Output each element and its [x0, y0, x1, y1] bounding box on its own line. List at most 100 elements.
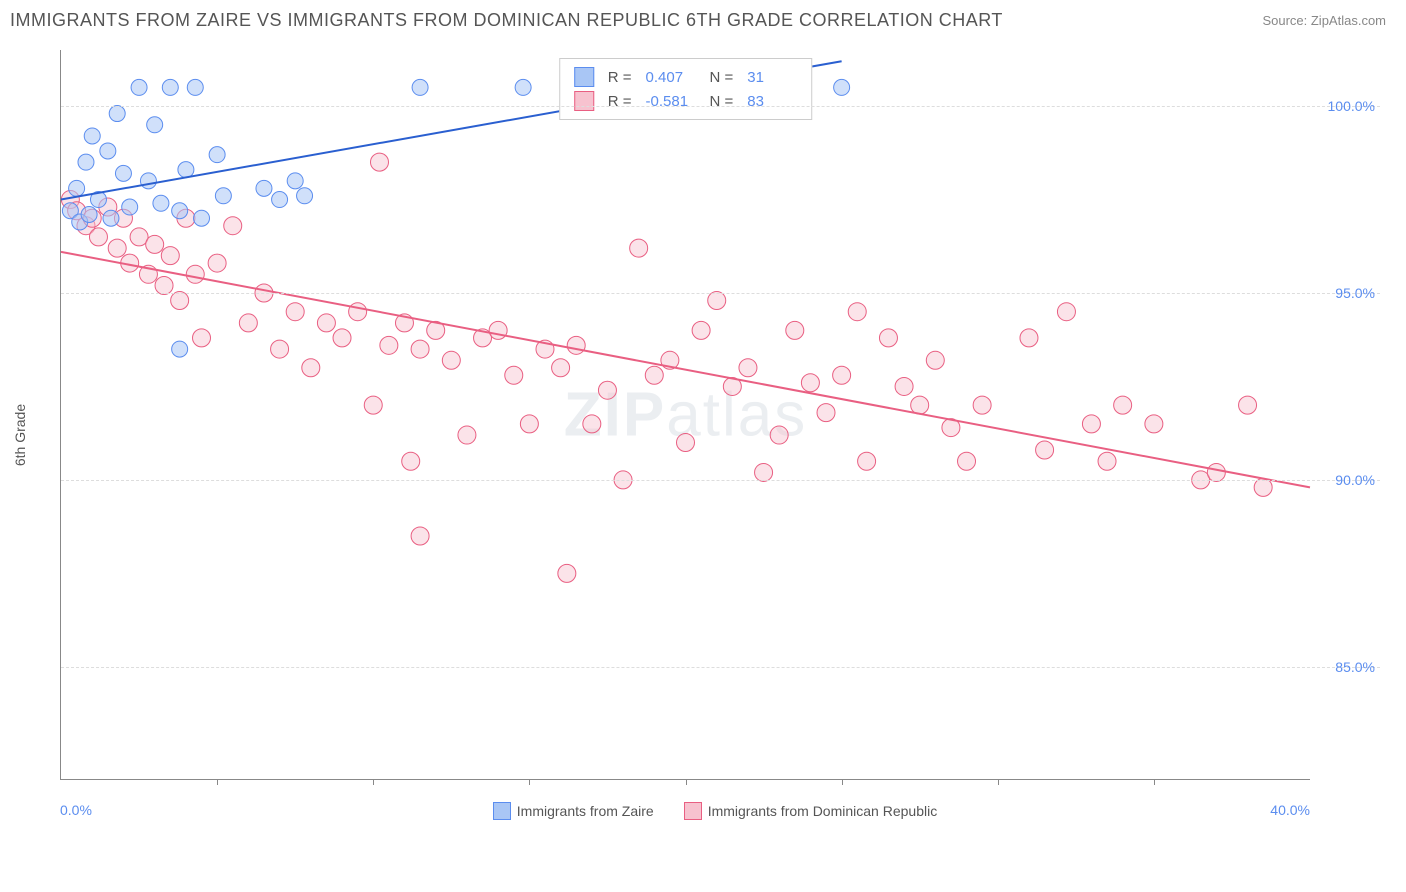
chart-container: 6th Grade ZIPatlas R =0.407N =31R =-0.58…: [50, 50, 1380, 820]
scatter-point-dominican: [193, 329, 211, 347]
scatter-point-zaire: [78, 154, 94, 170]
y-tick-label: 85.0%: [1335, 659, 1375, 675]
scatter-point-zaire: [103, 210, 119, 226]
y-tick-label: 90.0%: [1335, 472, 1375, 488]
scatter-point-zaire: [131, 79, 147, 95]
scatter-point-dominican: [349, 303, 367, 321]
scatter-point-dominican: [786, 321, 804, 339]
scatter-point-dominican: [364, 396, 382, 414]
scatter-point-dominican: [1114, 396, 1132, 414]
scatter-point-zaire: [412, 79, 428, 95]
stats-row: R =0.407N =31: [574, 65, 798, 89]
scatter-point-dominican: [302, 359, 320, 377]
stats-legend-box: R =0.407N =31R =-0.581N =83: [559, 58, 813, 120]
scatter-point-dominican: [817, 404, 835, 422]
y-tick-label: 100.0%: [1328, 98, 1375, 114]
scatter-point-dominican: [286, 303, 304, 321]
scatter-point-dominican: [239, 314, 257, 332]
scatter-point-dominican: [1254, 478, 1272, 496]
r-value: 0.407: [646, 69, 696, 86]
scatter-point-zaire: [115, 165, 131, 181]
legend-item-zaire: Immigrants from Zaire: [493, 802, 654, 820]
legend-swatch: [493, 802, 511, 820]
scatter-point-dominican: [333, 329, 351, 347]
n-label: N =: [710, 69, 734, 86]
x-tick: [529, 779, 530, 785]
scatter-point-dominican: [1098, 452, 1116, 470]
scatter-point-zaire: [162, 79, 178, 95]
scatter-point-dominican: [879, 329, 897, 347]
scatter-point-zaire: [194, 210, 210, 226]
scatter-point-zaire: [140, 173, 156, 189]
scatter-point-dominican: [833, 366, 851, 384]
scatter-point-dominican: [755, 463, 773, 481]
scatter-svg: [61, 50, 1310, 779]
scatter-point-zaire: [515, 79, 531, 95]
scatter-point-dominican: [442, 351, 460, 369]
trend-line-dominican: [61, 252, 1310, 488]
scatter-point-zaire: [172, 203, 188, 219]
scatter-point-dominican: [1020, 329, 1038, 347]
scatter-point-dominican: [1057, 303, 1075, 321]
scatter-point-dominican: [317, 314, 335, 332]
scatter-point-dominican: [770, 426, 788, 444]
gridline: [61, 293, 1380, 294]
scatter-point-dominican: [692, 321, 710, 339]
scatter-point-dominican: [89, 228, 107, 246]
gridline: [61, 667, 1380, 668]
scatter-point-zaire: [187, 79, 203, 95]
x-tick: [998, 779, 999, 785]
scatter-point-dominican: [583, 415, 601, 433]
chart-title: IMMIGRANTS FROM ZAIRE VS IMMIGRANTS FROM…: [10, 10, 1003, 31]
scatter-point-zaire: [215, 188, 231, 204]
x-tick: [1154, 779, 1155, 785]
scatter-point-dominican: [411, 340, 429, 358]
scatter-point-dominican: [224, 217, 242, 235]
scatter-point-zaire: [209, 147, 225, 163]
scatter-point-dominican: [1082, 415, 1100, 433]
legend-label: Immigrants from Zaire: [517, 803, 654, 819]
scatter-point-zaire: [122, 199, 138, 215]
scatter-point-dominican: [271, 340, 289, 358]
scatter-point-dominican: [645, 366, 663, 384]
scatter-point-dominican: [146, 235, 164, 253]
scatter-point-dominican: [801, 374, 819, 392]
scatter-point-dominican: [739, 359, 757, 377]
scatter-point-dominican: [895, 377, 913, 395]
gridline: [61, 480, 1380, 481]
scatter-point-dominican: [630, 239, 648, 257]
scatter-point-zaire: [172, 341, 188, 357]
legend-label: Immigrants from Dominican Republic: [708, 803, 938, 819]
scatter-point-dominican: [520, 415, 538, 433]
r-label: R =: [608, 69, 632, 86]
scatter-point-zaire: [81, 206, 97, 222]
gridline: [61, 106, 1380, 107]
scatter-point-dominican: [402, 452, 420, 470]
scatter-point-dominican: [161, 247, 179, 265]
scatter-point-dominican: [911, 396, 929, 414]
stats-swatch: [574, 67, 594, 87]
scatter-point-dominican: [186, 265, 204, 283]
scatter-point-dominican: [411, 527, 429, 545]
scatter-point-zaire: [153, 195, 169, 211]
scatter-point-dominican: [858, 452, 876, 470]
scatter-point-dominican: [598, 381, 616, 399]
chart-source: Source: ZipAtlas.com: [1262, 13, 1386, 28]
scatter-point-dominican: [567, 336, 585, 354]
x-tick: [373, 779, 374, 785]
scatter-point-dominican: [108, 239, 126, 257]
bottom-legend: Immigrants from Zaire Immigrants from Dom…: [50, 802, 1380, 820]
scatter-point-zaire: [69, 180, 85, 196]
stats-swatch: [574, 91, 594, 111]
plot-area: ZIPatlas R =0.407N =31R =-0.581N =83 100…: [60, 50, 1310, 780]
stats-row: R =-0.581N =83: [574, 89, 798, 113]
scatter-point-dominican: [1207, 463, 1225, 481]
scatter-point-dominican: [1239, 396, 1257, 414]
legend-swatch: [684, 802, 702, 820]
legend-item-dominican: Immigrants from Dominican Republic: [684, 802, 938, 820]
scatter-point-zaire: [100, 143, 116, 159]
scatter-point-dominican: [458, 426, 476, 444]
scatter-point-dominican: [505, 366, 523, 384]
scatter-point-dominican: [171, 291, 189, 309]
scatter-point-dominican: [558, 564, 576, 582]
